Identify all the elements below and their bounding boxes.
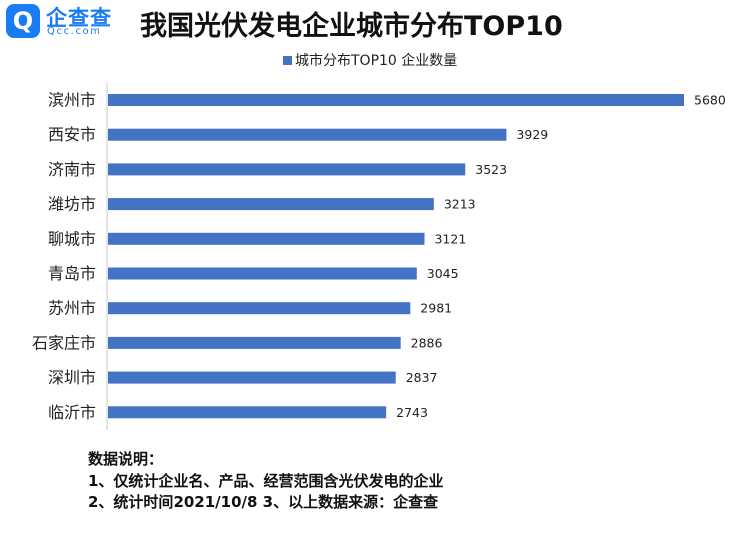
bar (108, 94, 684, 106)
category-label: 青岛市 (48, 264, 96, 283)
bars-layer: 滨州市 5680 西安市 3929 济南市 3523 潍坊市 3213 聊城市 3121 青岛市 30… (32, 91, 726, 422)
bar (108, 406, 387, 419)
data-label: 3929 (516, 127, 548, 142)
bar (108, 163, 466, 176)
legend-label: 城市分布TOP10 企业数量 (295, 53, 458, 69)
data-label: 3121 (434, 231, 466, 246)
category-label: 聊城市 (48, 229, 96, 248)
data-label: 2981 (420, 301, 452, 316)
bar (108, 336, 401, 349)
category-label: 潍坊市 (48, 195, 96, 214)
data-label: 5680 (694, 93, 726, 108)
category-label: 西安市 (48, 125, 96, 144)
category-label: 济南市 (48, 160, 96, 179)
data-label: 3213 (444, 197, 476, 212)
logo-name: 企查查 (46, 6, 112, 30)
notes-line-2: 2、统计时间2021/10/8 3、以上数据来源：企查查 (88, 493, 439, 511)
chart-title: 我国光伏发电企业城市分布TOP10 (140, 11, 563, 42)
category-label: 深圳市 (48, 368, 96, 387)
data-label: 3523 (475, 162, 507, 177)
logo-url: Qcc.com (47, 26, 102, 37)
legend: 城市分布TOP10 企业数量 (283, 50, 457, 70)
bar (108, 302, 411, 315)
data-label: 2743 (396, 405, 428, 420)
bar (108, 232, 425, 245)
category-label: 滨州市 (48, 91, 96, 110)
data-label: 2886 (411, 335, 443, 350)
category-label: 石家庄市 (32, 333, 96, 352)
data-label: 2837 (406, 370, 438, 385)
category-label: 苏州市 (48, 299, 96, 318)
bar (108, 198, 434, 211)
legend-swatch (283, 55, 292, 65)
category-label: 临沂市 (48, 403, 96, 422)
data-label: 3045 (427, 266, 459, 281)
bar (108, 371, 396, 384)
bar (108, 267, 417, 280)
logo: Q 企查查 Qcc.com (6, 4, 126, 40)
bar (108, 128, 507, 141)
data-notes: 数据说明： 1、仅统计企业名、产品、经营范围含光伏发电的企业 2、统计时间202… (88, 449, 443, 514)
notes-line-1: 1、仅统计企业名、产品、经营范围含光伏发电的企业 (88, 471, 444, 490)
notes-heading: 数据说明： (88, 450, 164, 468)
logo-mark-icon: Q (6, 4, 40, 38)
